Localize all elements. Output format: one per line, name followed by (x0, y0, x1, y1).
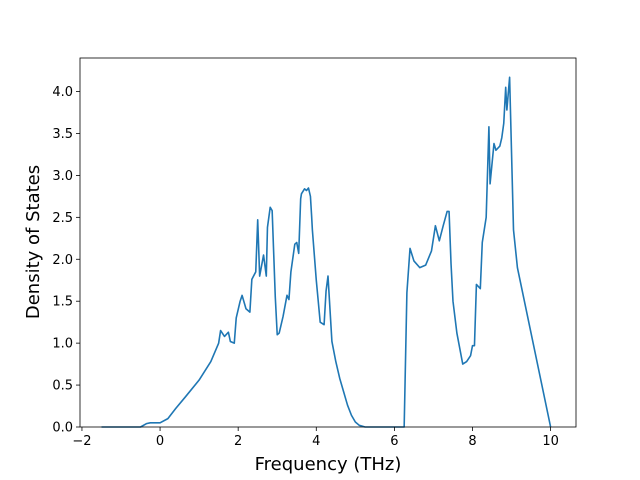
y-axis-ticks: 0.0 0.5 1.0 1.5 2.0 2.5 3.0 3.5 4.0 (52, 85, 80, 436)
axes-frame (79, 57, 577, 428)
plot-area (79, 57, 577, 428)
y-tick-label: 1.5 (52, 295, 73, 310)
y-tick-label: 0.0 (52, 421, 73, 436)
series-line-0 (101, 76, 552, 428)
y-tick-label: 4.0 (52, 85, 73, 100)
y-tick-label: 3.0 (52, 169, 73, 184)
y-tick-label: 2.5 (52, 211, 73, 226)
x-tick-label: 0 (156, 434, 164, 449)
x-tick-label: 10 (542, 434, 559, 449)
x-tick-label: −2 (72, 434, 91, 449)
x-tick-label: 4 (312, 434, 320, 449)
y-axis-label: Density of States (23, 165, 44, 319)
y-tick-label: 1.0 (52, 337, 73, 352)
x-tick-label: 8 (468, 434, 476, 449)
x-axis-label: Frequency (THz) (255, 454, 402, 475)
y-tick-label: 2.0 (52, 253, 73, 268)
y-tick-label: 0.5 (52, 379, 73, 394)
x-tick-label: 2 (234, 434, 242, 449)
x-axis-ticks: −2 0 2 4 6 8 10 (72, 427, 559, 449)
y-tick-label: 3.5 (52, 127, 73, 142)
x-tick-label: 6 (390, 434, 398, 449)
